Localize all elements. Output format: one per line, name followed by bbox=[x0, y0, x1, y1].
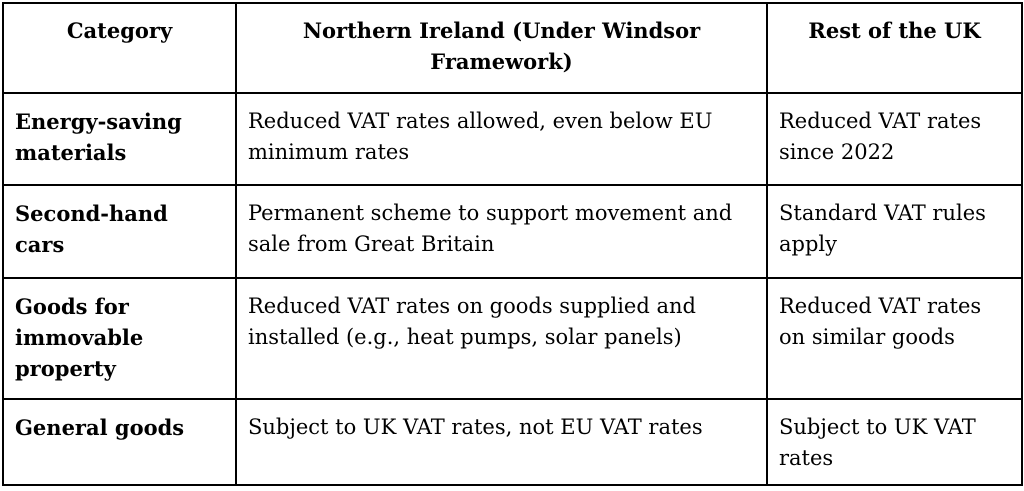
cell-rest-of-uk: Subject to UK VAT rates bbox=[766, 398, 1023, 486]
table-row: Second-hand cars Permanent scheme to sup… bbox=[2, 184, 1023, 279]
cell-category: Energy-saving materials bbox=[2, 92, 237, 186]
table-body: Energy-saving materials Reduced VAT rate… bbox=[2, 92, 1023, 486]
cell-northern-ireland: Permanent scheme to support movement and… bbox=[235, 184, 768, 279]
cell-northern-ireland: Subject to UK VAT rates, not EU VAT rate… bbox=[235, 398, 768, 486]
table-row: General goods Subject to UK VAT rates, n… bbox=[2, 398, 1023, 486]
header-rest-of-uk: Rest of the UK bbox=[766, 2, 1023, 94]
header-category: Category bbox=[2, 2, 237, 94]
cell-category: Second-hand cars bbox=[2, 184, 237, 279]
cell-rest-of-uk: Standard VAT rules apply bbox=[766, 184, 1023, 279]
cell-category: Goods for immovable property bbox=[2, 277, 237, 400]
cell-rest-of-uk: Reduced VAT rates since 2022 bbox=[766, 92, 1023, 186]
cell-category: General goods bbox=[2, 398, 237, 486]
table-row: Goods for immovable property Reduced VAT… bbox=[2, 277, 1023, 400]
table-row: Energy-saving materials Reduced VAT rate… bbox=[2, 92, 1023, 186]
header-northern-ireland: Northern Ireland (Under Windsor Framewor… bbox=[235, 2, 768, 94]
cell-northern-ireland: Reduced VAT rates allowed, even below EU… bbox=[235, 92, 768, 186]
cell-rest-of-uk: Reduced VAT rates on similar goods bbox=[766, 277, 1023, 400]
table-header-row: Category Northern Ireland (Under Windsor… bbox=[2, 2, 1023, 94]
cell-northern-ireland: Reduced VAT rates on goods supplied and … bbox=[235, 277, 768, 400]
